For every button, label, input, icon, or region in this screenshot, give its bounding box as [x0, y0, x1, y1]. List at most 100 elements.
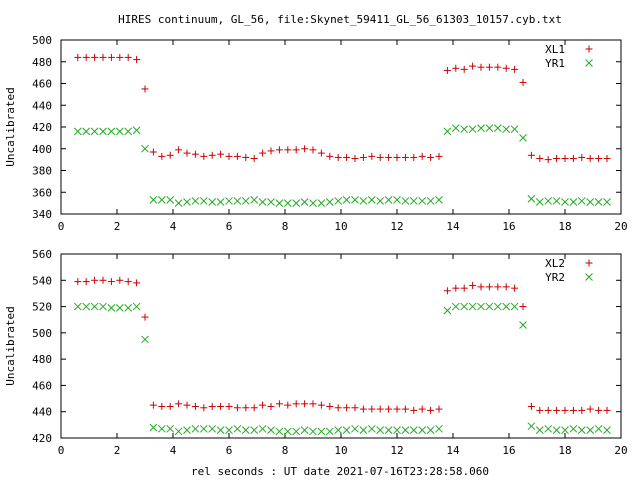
data-point	[561, 155, 569, 163]
data-point	[141, 313, 149, 321]
legend-label: XL2	[545, 257, 565, 270]
data-point	[73, 127, 82, 136]
data-point	[200, 404, 208, 412]
data-point	[275, 199, 284, 207]
y-tick-label: 460	[32, 379, 52, 392]
data-point	[217, 402, 225, 410]
data-point	[149, 423, 158, 432]
data-point	[401, 426, 410, 434]
x-tick-label: 12	[390, 444, 403, 457]
data-point	[343, 404, 351, 412]
data-point	[208, 424, 217, 433]
data-point	[301, 400, 309, 408]
data-point	[241, 426, 250, 434]
data-point	[141, 335, 149, 344]
data-point	[409, 426, 418, 434]
data-point	[82, 53, 90, 61]
data-point	[317, 427, 326, 436]
data-point	[334, 426, 343, 434]
data-point	[124, 53, 132, 61]
data-point	[469, 62, 477, 70]
data-point	[477, 63, 485, 71]
data-point	[174, 199, 183, 207]
data-point	[586, 405, 594, 413]
y-axis-label: Uncalibrated	[4, 87, 17, 166]
data-point	[586, 426, 595, 434]
x-tick-label: 20	[614, 220, 627, 233]
data-point	[376, 426, 385, 434]
data-point	[233, 404, 241, 412]
y-tick-label: 340	[32, 208, 52, 221]
data-point	[511, 284, 519, 292]
x-tick-label: 2	[114, 444, 121, 457]
data-point	[385, 405, 393, 413]
data-point	[233, 424, 242, 433]
data-point	[477, 302, 485, 311]
x-tick-label: 6	[226, 220, 233, 233]
x-tick-label: 10	[334, 220, 347, 233]
data-point	[443, 287, 451, 295]
data-point	[175, 146, 183, 154]
data-point	[284, 401, 292, 409]
data-point	[91, 276, 99, 284]
x-tick-label: 16	[502, 220, 515, 233]
x-tick-label: 20	[614, 444, 627, 457]
data-point	[544, 406, 552, 414]
data-point	[124, 304, 133, 312]
data-point	[578, 406, 586, 414]
data-point	[435, 405, 443, 413]
data-point	[586, 198, 595, 206]
data-point	[502, 302, 511, 311]
data-point	[258, 198, 267, 206]
data-point	[107, 278, 115, 286]
data-point	[208, 151, 216, 159]
y-tick-label: 420	[32, 121, 52, 134]
data-point	[225, 152, 233, 160]
data-point	[519, 134, 527, 142]
data-point	[82, 127, 91, 136]
data-point	[494, 63, 502, 71]
y-tick-label: 480	[32, 353, 52, 366]
data-point	[309, 146, 317, 154]
data-point	[99, 53, 107, 61]
data-point	[90, 127, 99, 136]
data-point	[225, 402, 233, 410]
data-point	[300, 426, 309, 434]
data-point	[561, 198, 569, 206]
legend-marker	[585, 45, 593, 53]
data-point	[191, 150, 199, 158]
data-point	[401, 405, 409, 413]
data-point	[199, 197, 208, 205]
data-point	[141, 85, 149, 93]
data-point	[124, 278, 132, 286]
data-point	[317, 401, 325, 409]
data-point	[275, 146, 283, 154]
data-point	[561, 426, 569, 434]
data-point	[141, 144, 149, 153]
data-point	[594, 198, 603, 206]
data-point	[124, 127, 133, 136]
data-point	[443, 127, 452, 136]
data-point	[292, 199, 301, 207]
data-point	[502, 283, 510, 291]
data-point	[426, 426, 435, 434]
x-tick-label: 0	[58, 444, 65, 457]
data-point	[158, 402, 166, 410]
data-point	[561, 406, 569, 414]
data-point	[603, 155, 611, 163]
data-point	[469, 282, 477, 290]
data-point	[553, 406, 561, 414]
data-point	[451, 302, 460, 311]
series-YR1	[73, 124, 611, 207]
data-point	[343, 153, 351, 161]
data-point	[435, 424, 443, 433]
data-point	[468, 125, 477, 134]
data-point	[250, 196, 259, 204]
data-point	[603, 426, 611, 434]
data-point	[544, 424, 553, 433]
data-point	[283, 427, 292, 436]
plot-panels: 0 2 4 6 8 10 12 14 16 18 2034036038040042044046048…	[4, 34, 628, 457]
y-tick-label: 560	[32, 248, 52, 261]
